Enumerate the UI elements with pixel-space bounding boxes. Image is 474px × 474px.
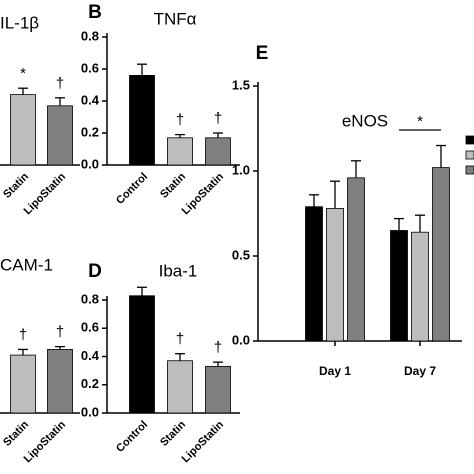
x-tick-label: LipoStatin xyxy=(180,171,227,218)
significance-mark: † xyxy=(56,324,64,341)
bar xyxy=(326,207,344,342)
x-tick-label: Statin xyxy=(158,170,188,200)
significance-mark: † xyxy=(214,110,222,127)
bar xyxy=(347,177,365,342)
bar xyxy=(167,360,193,414)
y-tick-label: 0.2 xyxy=(81,124,99,139)
x-tick-label: Control xyxy=(114,419,150,455)
bar xyxy=(47,349,73,414)
significance-mark: † xyxy=(56,75,64,92)
y-tick-label: 0.0 xyxy=(81,404,99,419)
bar xyxy=(205,365,231,414)
y-tick-label: 0.8 xyxy=(81,291,99,306)
bar xyxy=(129,295,155,414)
significance-mark: † xyxy=(176,112,184,129)
panel-label: E xyxy=(256,43,269,64)
panel-title: IL-1β xyxy=(0,13,39,32)
y-tick-label: 0.6 xyxy=(81,60,99,75)
y-tick-label: 0.0 xyxy=(81,156,99,171)
panel-title: CAM-1 xyxy=(0,255,53,274)
x-tick-label: LipoStatin xyxy=(180,419,227,466)
panel-title: Iba-1 xyxy=(159,261,198,280)
x-tick-label: Day 1 xyxy=(319,364,351,378)
legend-marker xyxy=(465,150,474,160)
y-tick-label: 0.6 xyxy=(81,320,99,335)
y-tick-label: 0.8 xyxy=(81,28,99,43)
y-tick-label: 0.2 xyxy=(81,376,99,391)
bar xyxy=(305,206,323,342)
x-tick-label: Statin xyxy=(1,170,31,200)
x-tick-label: Control xyxy=(114,171,150,207)
bar xyxy=(390,230,408,342)
bar xyxy=(167,137,193,166)
significance-mark: † xyxy=(19,326,27,343)
bar xyxy=(10,354,36,414)
panel-title: eNOS xyxy=(342,111,388,130)
bar xyxy=(411,231,429,342)
bar xyxy=(205,137,231,166)
significance-mark: † xyxy=(176,331,184,348)
y-tick-label: 0.4 xyxy=(81,348,100,363)
significance-mark: * xyxy=(20,65,26,82)
significance-mark: * xyxy=(417,113,423,130)
panel-label: B xyxy=(88,2,102,23)
y-tick-label: 0.0 xyxy=(232,332,250,347)
x-tick-label: Day 7 xyxy=(404,364,436,378)
y-tick-label: 1.5 xyxy=(232,77,250,92)
bar xyxy=(129,75,155,166)
bar xyxy=(432,167,450,342)
panel-title: TNFα xyxy=(154,9,197,28)
significance-mark: † xyxy=(214,339,222,356)
legend-marker xyxy=(465,135,474,145)
x-tick-label: Statin xyxy=(1,418,31,448)
x-tick-label: Statin xyxy=(158,418,188,448)
legend-marker xyxy=(465,165,474,175)
bar xyxy=(10,94,36,166)
panel-label: D xyxy=(88,261,102,282)
y-tick-label: 0.4 xyxy=(81,92,100,107)
y-tick-label: 0.5 xyxy=(232,247,250,262)
bar xyxy=(47,105,73,166)
y-tick-label: 1.0 xyxy=(232,162,250,177)
